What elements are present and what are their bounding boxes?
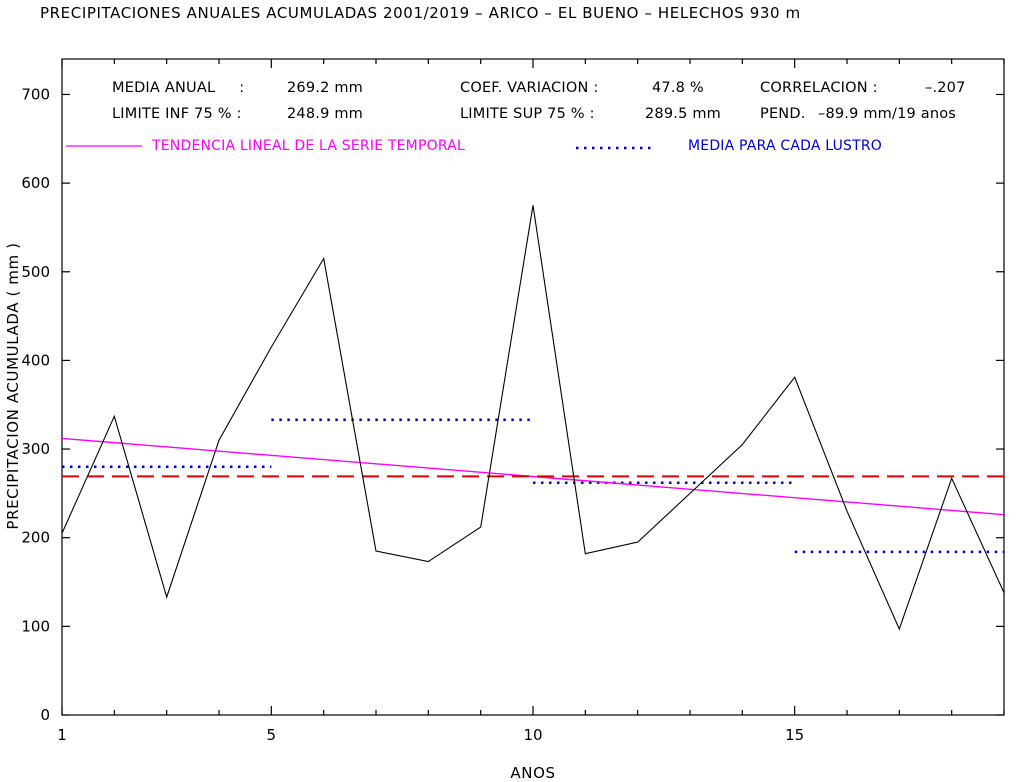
x-tick-label: 15 [785, 726, 804, 744]
stat-limite-inf-value: 248.9 mm [287, 106, 363, 122]
x-tick-label: 5 [267, 726, 277, 744]
stat-pendiente-value: –89.9 mm/19 anos [818, 106, 956, 122]
y-tick-label: 100 [21, 617, 50, 635]
y-axis-label: PRECIPITACION ACUMULADA ( mm ) [4, 242, 22, 529]
annual-precipitation-line [61, 205, 1005, 631]
stat-coef-variacion-label: COEF. VARIACION : [460, 80, 598, 96]
y-tick-label: 700 [21, 85, 50, 103]
stat-media-anual-value: 269.2 mm [287, 80, 363, 96]
x-ticks: 1 5 10 15 [57, 59, 1005, 744]
chart-title: PRECIPITACIONES ANUALES ACUMULADAS 2001/… [40, 4, 801, 22]
stats-block: MEDIA ANUAL : 269.2 mm LIMITE INF 75 % :… [112, 80, 966, 122]
x-tick-label: 1 [57, 726, 67, 744]
y-tick-label: 200 [21, 529, 50, 547]
legend: TENDENCIA LINEAL DE LA SERIE TEMPORAL ME… [66, 138, 882, 154]
y-tick-label: 300 [21, 440, 50, 458]
x-tick-label: 10 [523, 726, 542, 744]
legend-trend-label: TENDENCIA LINEAL DE LA SERIE TEMPORAL [151, 138, 465, 154]
stat-limite-inf-label: LIMITE INF 75 % : [112, 106, 242, 122]
y-tick-label: 0 [40, 706, 50, 724]
y-tick-label: 500 [21, 263, 50, 281]
stat-media-anual-label: MEDIA ANUAL : [112, 80, 244, 96]
y-ticks: 0 100 200 300 400 500 600 700 [21, 85, 1004, 724]
stat-coef-variacion-value: 47.8 % [652, 80, 704, 96]
x-axis-label: ANOS [510, 764, 555, 782]
y-tick-label: 600 [21, 174, 50, 192]
stat-correlacion-label: CORRELACION : [760, 80, 878, 96]
legend-lustro-label: MEDIA PARA CADA LUSTRO [688, 138, 882, 154]
stat-pendiente-label: PEND. [760, 106, 806, 122]
plot-frame [61, 58, 1005, 716]
stat-correlacion-value: –.207 [925, 80, 966, 96]
trend-line [61, 437, 1005, 516]
y-tick-label: 400 [21, 351, 50, 369]
stat-limite-sup-label: LIMITE SUP 75 % : [460, 106, 595, 122]
stat-limite-sup-value: 289.5 mm [645, 106, 721, 122]
series-layer [61, 205, 1005, 631]
